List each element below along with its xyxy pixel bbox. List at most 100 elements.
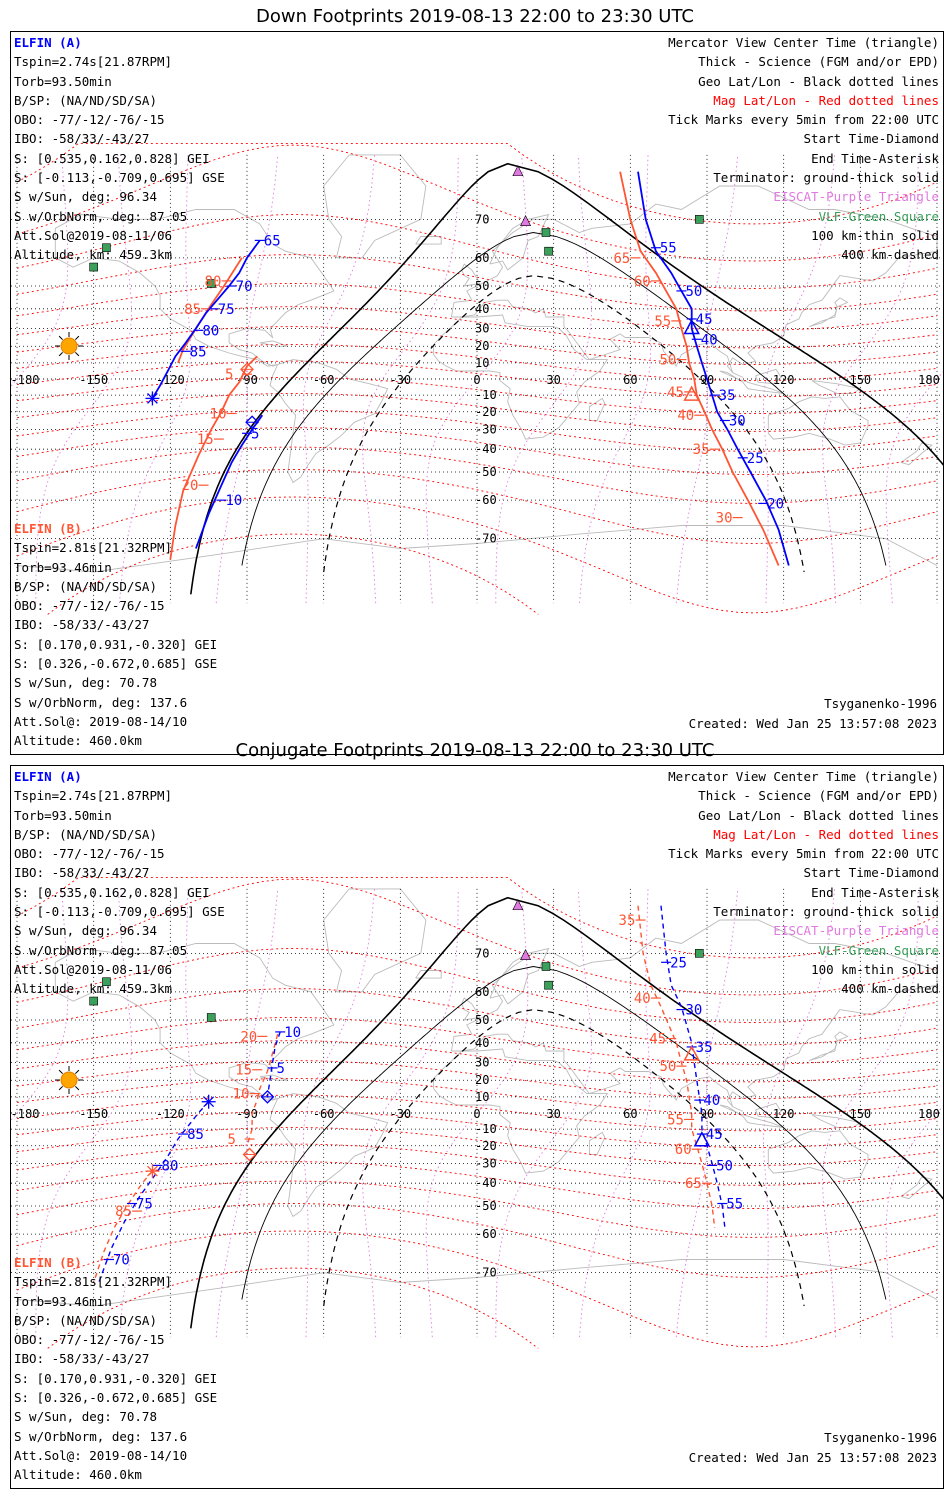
tick-label: 50: [716, 1158, 733, 1174]
mag-parallel: [16, 469, 938, 544]
elfin-a-info-block: ELFIN (A) Tspin=2.74s[21.87RPM] Torb=93.50…: [14, 767, 225, 999]
map-canvas: -180 -150 -120 -90 -60 -30 0 30 60 90 120 150 180706…: [11, 877, 943, 1349]
footprint-track: [637, 905, 716, 1228]
legend-entry: Thick - Science (FGM and/or EPD): [698, 788, 939, 804]
mag-meridian: [118, 154, 191, 604]
tick-label: 20: [182, 478, 199, 494]
start-diamond-icon: [242, 1147, 257, 1162]
mag-parallel: [16, 1180, 938, 1238]
legend-entry: Terminator: ground-thick solid: [713, 170, 939, 186]
coastline: [811, 380, 862, 394]
vlf-square-icon: [695, 949, 704, 958]
satellite-param-line: Att.Sol@2019-08-11/06: [14, 961, 173, 977]
sun-ray: [58, 1086, 63, 1091]
mag-meridian: [763, 154, 836, 604]
mag-meridian: [495, 888, 592, 1338]
legend-entry: Tick Marks every 5min from 22:00 UTC: [668, 112, 939, 128]
tick-label: 40: [701, 332, 718, 348]
vlf-square-icon: [206, 279, 216, 288]
mag-grid-layer: [11, 877, 943, 1349]
coastline: [719, 1104, 784, 1128]
mag-meridian: [578, 888, 651, 1338]
legend-entry: EISCAT-Purple Triangle: [773, 923, 939, 939]
lat-tick-label: 70: [475, 212, 489, 226]
tick-label: 55: [660, 241, 677, 257]
station-layer: [89, 899, 704, 1022]
tick-label: 15: [235, 1063, 252, 1079]
mag-meridian: [425, 154, 529, 604]
coastline: [755, 1102, 782, 1119]
eiscat-triangle-icon: [512, 165, 524, 177]
sun-icon: [55, 332, 83, 360]
coastline: [588, 397, 606, 421]
tick-label: 25: [670, 955, 687, 971]
satellite-param-line: S: [0.170,0.931,-0.320] GEI: [14, 1370, 218, 1386]
satellite-param-line: S w/OrbNorm, deg: 137.6: [14, 1428, 188, 1444]
lon-tick-label: 120: [773, 373, 795, 387]
satellite-param-line: S w/OrbNorm, deg: 87.05: [14, 208, 188, 224]
coastline: [415, 236, 442, 245]
coastline: [415, 970, 442, 979]
legend-block: Mercator View Center Time (triangle) Thic…: [668, 33, 939, 265]
mag-meridian: [362, 154, 459, 604]
satellite-param-line: OBO: -77/-12/-76/-15: [14, 598, 165, 614]
tick-label: 5: [228, 1132, 236, 1148]
tick-label: 10: [233, 1087, 250, 1103]
elfin-a-info-block: ELFIN (A) Tspin=2.74s[21.87RPM] Torb=93.50…: [14, 33, 225, 265]
footprint-track: [266, 1031, 281, 1098]
tick-label: 40: [634, 991, 651, 1007]
mag-meridian: [578, 154, 651, 604]
terminator-100km: [241, 966, 887, 1300]
tick-label: 85: [187, 1127, 204, 1143]
tick-label: 5: [225, 367, 233, 383]
axis-label-layer: -180 -150 -120 -90 -60 -30 0 30 60 90 120 150 180706…: [11, 212, 940, 545]
footprint-track: [637, 171, 790, 566]
mag-meridian: [675, 154, 739, 604]
model-label: Tsyganenko-1996: [824, 1430, 937, 1445]
vlf-square-icon: [541, 962, 551, 971]
start-diamond-icon: [245, 415, 260, 430]
satellite-param-line: S: [-0.113,-0.709,0.695] GSE: [14, 170, 225, 186]
lon-tick-label: -60: [313, 373, 335, 387]
legend-entry: Geo Lat/Lon - Black dotted lines: [698, 73, 939, 89]
mag-parallel: [16, 1110, 938, 1148]
lon-tick-label: -30: [389, 1107, 411, 1121]
mag-meridian: [118, 888, 191, 1338]
vlf-square-icon: [206, 1013, 216, 1022]
satellite-param-line: Altitude: 460.0km: [14, 733, 142, 749]
lat-tick-label: 40: [475, 1036, 489, 1050]
tick-label: 45: [696, 312, 713, 328]
satellite-param-line: Torb=93.50min: [14, 73, 112, 89]
down-footprints-map-panel: -180 -150 -120 -90 -60 -30 0 30 60 90 120 150 180 70 6…: [10, 31, 944, 755]
tick-label: 15: [197, 432, 214, 448]
vlf-square-icon: [695, 215, 704, 224]
sun-ray: [75, 352, 80, 357]
tick-label: 45: [649, 1032, 666, 1048]
sun-ray: [58, 352, 63, 357]
coastline: [811, 1114, 862, 1128]
axis-label-layer: -180 -150 -120 -90 -60 -30 0 30 60 90 120 150 180706…: [11, 946, 940, 1279]
coastline: [719, 370, 784, 394]
coastline: [489, 213, 550, 271]
map-canvas: -180 -150 -120 -90 -60 -30 0 30 60 90 120 150 180706…: [11, 143, 943, 615]
mag-meridian: [822, 154, 919, 604]
tick-label: 50: [659, 1059, 676, 1075]
lat-tick-label: -20: [475, 405, 497, 419]
legend-entry: Thick - Science (FGM and/or EPD): [698, 54, 939, 70]
terminator-400km: [323, 1008, 805, 1307]
conjugate-footprints-map-panel: -180 -150 -120 -90 -60 -30 0 30 60 90 120 150 180 70 6…: [10, 765, 944, 1489]
mag-parallel: [16, 446, 938, 504]
tick-label: 85: [190, 344, 207, 360]
lat-tick-label: 10: [475, 1090, 489, 1104]
mag-meridian: [35, 154, 132, 604]
legend-entry: Mag Lat/Lon - Red dotted lines: [713, 92, 939, 108]
tick-label: 85: [184, 302, 201, 318]
coastline: [54, 209, 335, 367]
tick-label: 20: [240, 1029, 257, 1045]
mag-parallel: [16, 1230, 938, 1348]
center-time-triangle-icon: [683, 1045, 700, 1061]
lat-tick-label: -30: [475, 1157, 497, 1171]
sun-disc: [60, 337, 78, 355]
legend-entry: Start Time-Diamond: [803, 865, 939, 881]
lat-tick-label: -50: [475, 465, 497, 479]
